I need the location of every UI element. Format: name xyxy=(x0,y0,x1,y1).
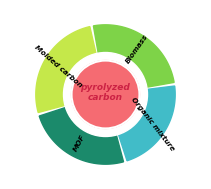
Text: MOF: MOF xyxy=(73,134,87,153)
Polygon shape xyxy=(93,25,174,88)
Text: Biomass: Biomass xyxy=(125,33,150,65)
Text: Organic mixture: Organic mixture xyxy=(130,96,175,152)
Circle shape xyxy=(72,60,139,129)
Polygon shape xyxy=(118,86,175,161)
Text: pyrolyzed
carbon: pyrolyzed carbon xyxy=(81,83,130,102)
Text: Molded carbon: Molded carbon xyxy=(33,44,83,88)
Polygon shape xyxy=(36,27,97,112)
Polygon shape xyxy=(39,107,123,164)
Circle shape xyxy=(64,53,147,136)
